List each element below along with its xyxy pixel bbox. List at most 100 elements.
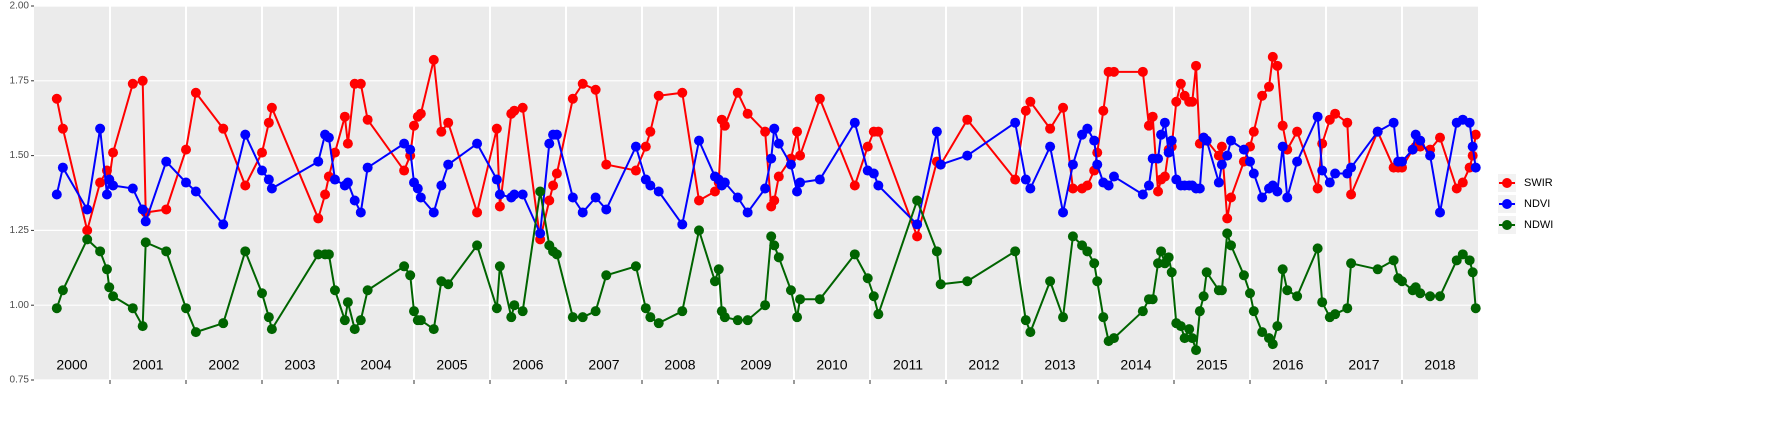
data-point — [1267, 51, 1278, 62]
data-point — [1092, 147, 1103, 158]
plot-panel — [34, 6, 1478, 380]
data-point — [1153, 186, 1164, 197]
year-label: 2017 — [1348, 357, 1379, 373]
data-point — [1264, 81, 1274, 92]
data-point — [1388, 255, 1399, 266]
data-point — [551, 168, 562, 179]
year-label: 2006 — [512, 357, 543, 373]
data-point — [1089, 258, 1100, 269]
data-point — [1282, 192, 1293, 203]
data-point — [1010, 117, 1021, 128]
data-point — [912, 195, 923, 206]
data-point — [1082, 246, 1093, 257]
data-point — [472, 240, 483, 251]
y-tick-label: 1.25 — [10, 225, 30, 236]
data-point — [1175, 78, 1186, 89]
data-point — [1372, 126, 1383, 137]
data-point — [240, 180, 251, 191]
data-point — [1248, 306, 1259, 317]
data-point — [95, 177, 106, 188]
data-point — [962, 276, 973, 287]
data-point — [1216, 141, 1227, 152]
data-point — [1067, 231, 1078, 242]
data-point — [769, 240, 780, 251]
data-point — [108, 147, 119, 158]
year-label: 2001 — [132, 357, 163, 373]
data-point — [127, 303, 138, 314]
data-point — [1222, 228, 1233, 239]
data-point — [1342, 303, 1353, 314]
data-point — [1457, 249, 1468, 260]
data-point — [1435, 132, 1445, 143]
data-point — [1257, 90, 1268, 101]
data-point — [362, 114, 373, 125]
data-point — [51, 93, 62, 104]
data-point — [1098, 312, 1109, 323]
data-point — [266, 102, 277, 113]
data-point — [82, 234, 93, 245]
data-point — [1415, 135, 1426, 146]
data-point — [1147, 111, 1158, 122]
year-label: 2013 — [1044, 357, 1075, 373]
data-point — [443, 117, 454, 128]
data-point — [962, 114, 973, 125]
data-point — [313, 213, 324, 224]
data-point — [1292, 156, 1303, 167]
data-point — [1317, 297, 1328, 308]
data-point — [590, 192, 601, 203]
data-point — [342, 138, 353, 149]
data-point — [494, 189, 505, 200]
legend-point — [1502, 178, 1512, 188]
data-point — [1257, 327, 1268, 338]
data-point — [792, 186, 803, 197]
data-point — [677, 219, 688, 230]
data-point — [517, 306, 528, 317]
data-point — [190, 87, 201, 98]
data-point — [1045, 141, 1056, 152]
data-point — [355, 207, 366, 218]
data-point — [1222, 213, 1233, 224]
data-point — [1082, 180, 1093, 191]
data-point — [140, 216, 151, 227]
data-point — [1058, 207, 1069, 218]
data-point — [732, 315, 743, 326]
data-point — [494, 201, 505, 212]
data-point — [912, 231, 923, 242]
data-point — [868, 168, 879, 179]
data-point — [630, 261, 641, 272]
data-point — [509, 105, 520, 116]
data-point — [694, 135, 704, 146]
data-point — [567, 192, 578, 203]
data-point — [1372, 264, 1383, 275]
data-point — [640, 141, 651, 152]
data-point — [137, 75, 148, 86]
year-label: 2004 — [360, 357, 391, 373]
data-point — [1346, 162, 1357, 173]
data-point — [257, 165, 267, 176]
data-point — [405, 144, 416, 155]
data-point — [1312, 111, 1323, 122]
data-point — [443, 159, 454, 170]
data-point — [1292, 126, 1303, 137]
data-point — [601, 159, 612, 170]
data-point — [108, 180, 119, 191]
data-point — [535, 186, 546, 197]
data-point — [329, 174, 340, 185]
data-point — [795, 150, 806, 161]
data-point — [873, 126, 884, 137]
data-point — [1184, 324, 1195, 335]
data-point — [329, 285, 340, 296]
data-point — [362, 285, 373, 296]
data-point — [339, 315, 350, 326]
data-point — [719, 312, 730, 323]
data-point — [551, 129, 562, 140]
data-point — [323, 249, 334, 260]
y-tick-label: 1.00 — [10, 300, 30, 311]
data-point — [567, 93, 578, 104]
data-point — [1187, 333, 1198, 344]
data-point — [108, 291, 119, 302]
data-point — [1226, 240, 1236, 251]
data-point — [1175, 321, 1186, 332]
data-point — [240, 246, 251, 257]
data-point — [732, 87, 743, 98]
